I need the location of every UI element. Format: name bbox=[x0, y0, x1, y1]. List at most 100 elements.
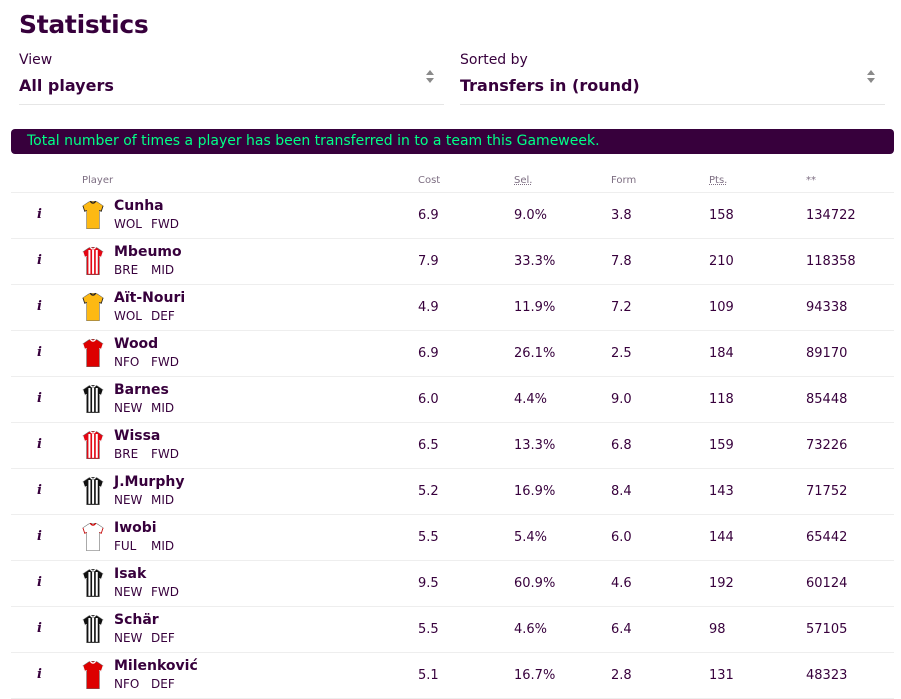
player-name[interactable]: J.Murphy bbox=[114, 474, 185, 490]
table-row[interactable]: i Iwobi FUL MID 5.5 5.4% 6.0 144 65442 bbox=[11, 515, 894, 561]
header-player: Player bbox=[82, 175, 114, 186]
player-position: FWD bbox=[151, 585, 180, 599]
table-row[interactable]: i Isak NEW FWD 9.5 60.9% 4.6 192 60124 bbox=[11, 561, 894, 607]
player-info-icon[interactable]: i bbox=[37, 207, 42, 222]
player-transfers-in: 118358 bbox=[806, 254, 856, 269]
player-form: 9.0 bbox=[611, 392, 632, 407]
player-name[interactable]: Isak bbox=[114, 566, 147, 582]
table-row[interactable]: i Barnes NEW MID 6.0 4.4% 9.0 118 85448 bbox=[11, 377, 894, 423]
player-info-icon[interactable]: i bbox=[37, 391, 42, 406]
players-table: i Cunha WOL FWD 6.9 9.0% 3.8 158 134722 … bbox=[11, 193, 894, 699]
player-points: 192 bbox=[709, 576, 734, 591]
player-form: 3.8 bbox=[611, 208, 632, 223]
player-position: DEF bbox=[151, 309, 175, 323]
sort-select[interactable]: Sorted by Transfers in (round) bbox=[460, 52, 885, 105]
view-label: View bbox=[19, 52, 53, 68]
table-row[interactable]: i Schär NEW DEF 5.5 4.6% 6.4 98 57105 bbox=[11, 607, 894, 653]
player-cost: 5.5 bbox=[418, 530, 439, 545]
select-arrows-icon[interactable] bbox=[867, 70, 875, 84]
team-shirt-icon bbox=[82, 475, 104, 507]
player-points: 144 bbox=[709, 530, 734, 545]
player-info-icon[interactable]: i bbox=[37, 345, 42, 360]
player-name[interactable]: Wood bbox=[114, 336, 159, 352]
player-position: FWD bbox=[151, 447, 180, 461]
player-cost: 5.2 bbox=[418, 484, 439, 499]
player-selected: 11.9% bbox=[514, 300, 556, 315]
player-position: DEF bbox=[151, 631, 175, 645]
player-name[interactable]: Milenković bbox=[114, 658, 198, 674]
player-cost: 6.9 bbox=[418, 346, 439, 361]
player-name[interactable]: Cunha bbox=[114, 198, 164, 214]
view-select[interactable]: View All players bbox=[19, 52, 444, 105]
player-info-icon[interactable]: i bbox=[37, 483, 42, 498]
table-row[interactable]: i Cunha WOL FWD 6.9 9.0% 3.8 158 134722 bbox=[11, 193, 894, 239]
player-name[interactable]: Mbeumo bbox=[114, 244, 182, 260]
player-team: BRE bbox=[114, 263, 139, 277]
player-info-icon[interactable]: i bbox=[37, 299, 42, 314]
view-value[interactable]: All players bbox=[19, 76, 114, 95]
table-row[interactable]: i Milenković NFO DEF 5.1 16.7% 2.8 131 4… bbox=[11, 653, 894, 699]
player-cost: 7.9 bbox=[418, 254, 439, 269]
table-row[interactable]: i Wood NFO FWD 6.9 26.1% 2.5 184 89170 bbox=[11, 331, 894, 377]
player-transfers-in: 73226 bbox=[806, 438, 848, 453]
player-form: 7.2 bbox=[611, 300, 632, 315]
player-transfers-in: 71752 bbox=[806, 484, 848, 499]
player-info-icon[interactable]: i bbox=[37, 529, 42, 544]
player-selected: 26.1% bbox=[514, 346, 556, 361]
player-transfers-in: 94338 bbox=[806, 300, 848, 315]
player-points: 118 bbox=[709, 392, 734, 407]
player-selected: 4.4% bbox=[514, 392, 548, 407]
select-arrows-icon[interactable] bbox=[426, 70, 434, 84]
player-form: 7.8 bbox=[611, 254, 632, 269]
player-selected: 16.7% bbox=[514, 668, 556, 683]
player-info-icon[interactable]: i bbox=[37, 437, 42, 452]
sort-value[interactable]: Transfers in (round) bbox=[460, 76, 640, 95]
player-name[interactable]: Schär bbox=[114, 612, 159, 628]
header-form[interactable]: Form bbox=[611, 175, 637, 186]
player-selected: 9.0% bbox=[514, 208, 548, 223]
table-row[interactable]: i J.Murphy NEW MID 5.2 16.9% 8.4 143 717… bbox=[11, 469, 894, 515]
player-form: 2.8 bbox=[611, 668, 632, 683]
player-transfers-in: 48323 bbox=[806, 668, 848, 683]
player-form: 8.4 bbox=[611, 484, 632, 499]
header-selected[interactable]: Sel. bbox=[514, 175, 533, 186]
player-form: 6.0 bbox=[611, 530, 632, 545]
player-info-icon[interactable]: i bbox=[37, 667, 42, 682]
team-shirt-icon bbox=[82, 291, 104, 323]
player-name[interactable]: Iwobi bbox=[114, 520, 157, 536]
player-info-icon[interactable]: i bbox=[37, 575, 42, 590]
player-transfers-in: 89170 bbox=[806, 346, 848, 361]
player-name[interactable]: Aït-Nouri bbox=[114, 290, 186, 306]
team-shirt-icon bbox=[82, 429, 104, 461]
player-transfers-in: 57105 bbox=[806, 622, 848, 637]
player-points: 158 bbox=[709, 208, 734, 223]
player-selected: 33.3% bbox=[514, 254, 556, 269]
table-row[interactable]: i Wissa BRE FWD 6.5 13.3% 6.8 159 73226 bbox=[11, 423, 894, 469]
sort-label: Sorted by bbox=[460, 52, 528, 68]
player-selected: 16.9% bbox=[514, 484, 556, 499]
player-transfers-in: 60124 bbox=[806, 576, 848, 591]
player-position: FWD bbox=[151, 217, 180, 231]
player-form: 6.8 bbox=[611, 438, 632, 453]
player-cost: 5.5 bbox=[418, 622, 439, 637]
team-shirt-icon bbox=[82, 567, 104, 599]
player-cost: 5.1 bbox=[418, 668, 439, 683]
player-team: WOL bbox=[114, 309, 142, 323]
player-team: NEW bbox=[114, 401, 143, 415]
player-position: FWD bbox=[151, 355, 180, 369]
player-name[interactable]: Wissa bbox=[114, 428, 161, 444]
player-name[interactable]: Barnes bbox=[114, 382, 169, 398]
player-team: NFO bbox=[114, 677, 140, 691]
header-points[interactable]: Pts. bbox=[709, 175, 728, 186]
player-info-icon[interactable]: i bbox=[37, 253, 42, 268]
player-position: MID bbox=[151, 539, 175, 553]
table-row[interactable]: i Aït-Nouri WOL DEF 4.9 11.9% 7.2 109 94… bbox=[11, 285, 894, 331]
player-team: FUL bbox=[114, 539, 137, 553]
header-cost[interactable]: Cost bbox=[418, 175, 441, 186]
player-info-icon[interactable]: i bbox=[37, 621, 42, 636]
player-transfers-in: 65442 bbox=[806, 530, 848, 545]
player-selected: 60.9% bbox=[514, 576, 556, 591]
table-header: Player Cost Sel. Form Pts. ** bbox=[11, 168, 894, 193]
table-row[interactable]: i Mbeumo BRE MID 7.9 33.3% 7.8 210 11835… bbox=[11, 239, 894, 285]
header-stat[interactable]: ** bbox=[806, 175, 816, 186]
